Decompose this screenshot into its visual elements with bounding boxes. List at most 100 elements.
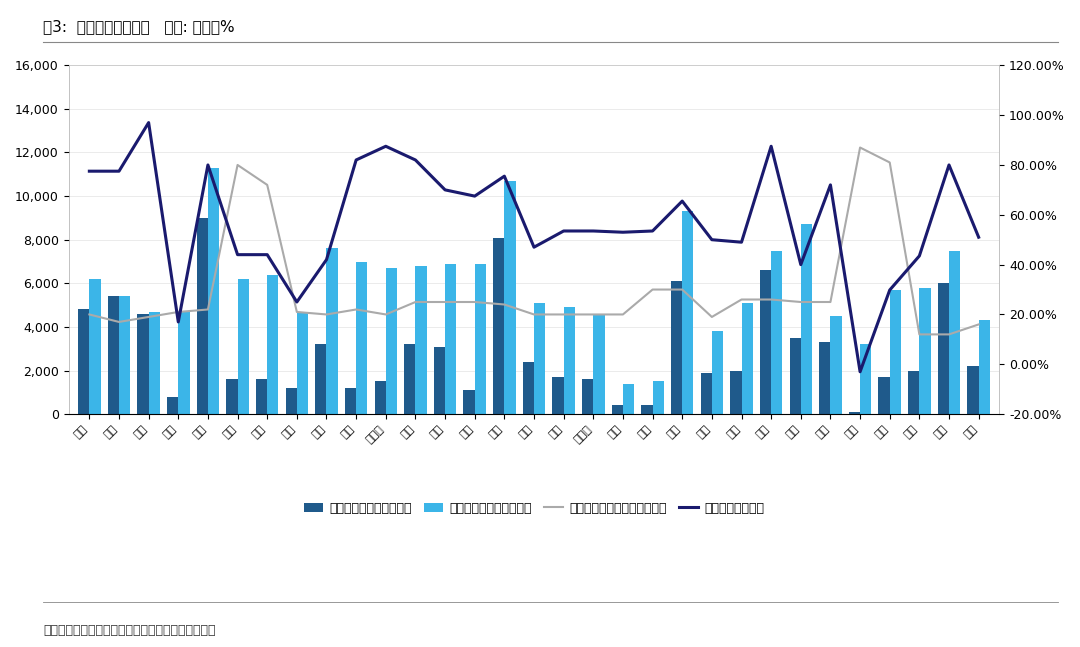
Bar bbox=[890, 290, 901, 414]
Bar bbox=[108, 296, 119, 414]
财政平衡率（右） bbox=[794, 261, 807, 269]
Bar bbox=[919, 288, 931, 414]
Bar bbox=[701, 373, 712, 414]
Bar bbox=[297, 312, 308, 414]
一般公共预算收入增速（右） bbox=[498, 301, 511, 309]
Bar bbox=[819, 342, 831, 414]
Bar bbox=[642, 406, 652, 414]
一般公共预算收入增速（右） bbox=[409, 298, 422, 306]
Bar bbox=[582, 379, 593, 414]
Bar bbox=[267, 274, 279, 414]
Line: 一般公共预算收入增速（右）: 一般公共预算收入增速（右） bbox=[90, 148, 978, 334]
Legend: 一般公共预算收入（左）, 一般公共预算支出（左）, 一般公共预算收入增速（右）, 财政平衡率（右）: 一般公共预算收入（左）, 一般公共预算支出（左）, 一般公共预算收入增速（右）,… bbox=[299, 496, 769, 520]
一般公共预算收入增速（右） bbox=[469, 298, 482, 306]
Bar bbox=[523, 362, 534, 414]
Bar bbox=[78, 309, 90, 414]
财政平衡率（右） bbox=[765, 142, 778, 150]
Bar bbox=[416, 266, 427, 414]
Bar bbox=[475, 264, 486, 414]
Bar bbox=[119, 296, 131, 414]
一般公共预算收入增速（右） bbox=[794, 298, 807, 306]
Bar bbox=[742, 303, 753, 414]
Bar bbox=[908, 371, 919, 414]
财政平衡率（右） bbox=[172, 318, 185, 326]
财政平衡率（右） bbox=[143, 118, 156, 126]
一般公共预算收入增速（右） bbox=[350, 305, 363, 313]
财政平衡率（右） bbox=[379, 142, 392, 150]
财政平衡率（右） bbox=[883, 286, 896, 294]
财政平衡率（右） bbox=[498, 172, 511, 180]
财政平衡率（右） bbox=[705, 236, 718, 243]
一般公共预算收入增速（右） bbox=[172, 308, 185, 316]
Bar bbox=[386, 268, 397, 414]
Bar bbox=[315, 344, 326, 414]
财政平衡率（右） bbox=[409, 156, 422, 164]
财政平衡率（右） bbox=[617, 228, 630, 236]
Bar bbox=[256, 379, 267, 414]
财政平衡率（右） bbox=[972, 234, 985, 241]
Text: 资料来源：各省国民经济发展公报、国海证券研究所: 资料来源：各省国民经济发展公报、国海证券研究所 bbox=[43, 624, 216, 637]
Bar bbox=[356, 261, 367, 414]
一般公共预算收入增速（右） bbox=[646, 286, 659, 294]
财政平衡率（右） bbox=[83, 168, 96, 175]
一般公共预算收入增速（右） bbox=[291, 308, 303, 316]
财政平衡率（右） bbox=[438, 186, 451, 193]
Bar bbox=[552, 377, 564, 414]
财政平衡率（右） bbox=[646, 227, 659, 235]
一般公共预算收入增速（右） bbox=[735, 296, 748, 303]
财政平衡率（右） bbox=[586, 227, 599, 235]
Bar bbox=[760, 270, 771, 414]
Bar bbox=[434, 347, 445, 414]
Bar bbox=[652, 382, 664, 414]
一般公共预算收入增速（右） bbox=[143, 313, 156, 321]
一般公共预算收入增速（右） bbox=[913, 331, 926, 338]
Bar bbox=[534, 303, 545, 414]
财政平衡率（右） bbox=[676, 197, 689, 205]
Bar bbox=[564, 307, 575, 414]
财政平衡率（右） bbox=[320, 256, 333, 263]
财政平衡率（右） bbox=[350, 156, 363, 164]
财政平衡率（右） bbox=[943, 161, 956, 169]
Bar bbox=[227, 379, 238, 414]
Bar bbox=[494, 237, 504, 414]
一般公共预算收入增速（右） bbox=[557, 311, 570, 318]
Bar bbox=[968, 366, 978, 414]
一般公共预算收入增速（右） bbox=[83, 311, 96, 318]
财政平衡率（右） bbox=[557, 227, 570, 235]
Bar bbox=[375, 382, 386, 414]
Bar bbox=[463, 390, 475, 414]
Bar bbox=[238, 279, 248, 414]
Bar bbox=[878, 377, 890, 414]
Bar bbox=[771, 250, 782, 414]
Bar bbox=[445, 264, 457, 414]
一般公共预算收入增速（右） bbox=[617, 311, 630, 318]
一般公共预算收入增速（右） bbox=[320, 311, 333, 318]
Bar bbox=[671, 281, 683, 414]
一般公共预算收入增速（右） bbox=[824, 298, 837, 306]
一般公共预算收入增速（右） bbox=[765, 296, 778, 303]
Bar bbox=[789, 338, 800, 414]
Bar bbox=[326, 248, 338, 414]
财政平衡率（右） bbox=[202, 161, 215, 169]
Bar bbox=[683, 212, 693, 414]
Bar bbox=[197, 218, 208, 414]
Bar bbox=[611, 406, 623, 414]
财政平衡率（右） bbox=[291, 298, 303, 306]
财政平衡率（右） bbox=[260, 251, 273, 259]
Bar bbox=[730, 371, 742, 414]
一般公共预算收入增速（右） bbox=[231, 161, 244, 169]
Bar bbox=[831, 316, 841, 414]
Text: 图3:  各省财政收支概况   单位: 亿元、%: 图3: 各省财政收支概况 单位: 亿元、% bbox=[43, 19, 234, 34]
一般公共预算收入增速（右） bbox=[676, 286, 689, 294]
一般公共预算收入增速（右） bbox=[527, 311, 540, 318]
财政平衡率（右） bbox=[469, 192, 482, 200]
财政平衡率（右） bbox=[824, 181, 837, 189]
Bar bbox=[849, 412, 860, 414]
Line: 财政平衡率（右）: 财政平衡率（右） bbox=[90, 122, 978, 372]
一般公共预算收入增速（右） bbox=[202, 305, 215, 313]
Bar bbox=[149, 312, 160, 414]
Bar bbox=[208, 168, 219, 414]
一般公共预算收入增速（右） bbox=[379, 311, 392, 318]
Bar bbox=[800, 225, 812, 414]
一般公共预算收入增速（右） bbox=[438, 298, 451, 306]
